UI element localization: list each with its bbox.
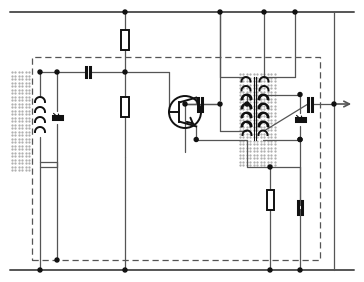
Circle shape <box>298 138 302 142</box>
Circle shape <box>55 258 59 262</box>
Circle shape <box>298 138 302 142</box>
Circle shape <box>38 268 42 272</box>
Circle shape <box>38 70 42 74</box>
Circle shape <box>262 10 266 14</box>
Circle shape <box>293 10 297 14</box>
Circle shape <box>55 70 59 74</box>
Circle shape <box>268 268 272 272</box>
Circle shape <box>268 165 272 169</box>
Circle shape <box>123 70 127 74</box>
Circle shape <box>298 268 302 272</box>
Circle shape <box>123 268 127 272</box>
Circle shape <box>298 92 302 96</box>
Circle shape <box>123 10 127 14</box>
Circle shape <box>332 102 336 106</box>
Circle shape <box>218 10 222 14</box>
Bar <box>121 30 129 50</box>
Circle shape <box>218 102 222 106</box>
Circle shape <box>245 102 249 106</box>
Bar <box>266 190 273 210</box>
Circle shape <box>194 138 198 142</box>
Bar <box>121 97 129 117</box>
Circle shape <box>183 102 187 106</box>
